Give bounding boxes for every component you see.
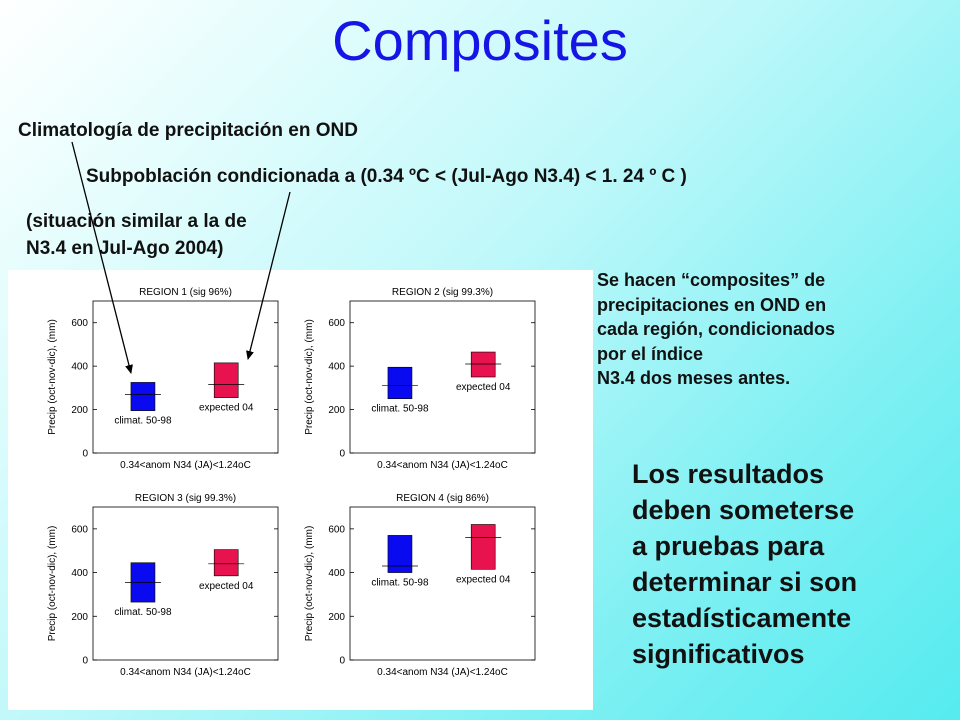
series-label: climat. 50-98 [371, 404, 429, 415]
composites-figure: REGION 1 (sig 96%) 0 200 400 600 Precip (oct-… [47, 287, 536, 678]
subpopulation-label: Subpoblación condicionada a (0.34 ºC < (… [86, 166, 687, 187]
slide-title: Composites [332, 9, 628, 72]
results-line: Los resultados [632, 459, 825, 489]
y-tick-label: 600 [328, 524, 345, 535]
y-tick-label: 0 [339, 449, 345, 460]
plot-frame [349, 506, 536, 661]
box-expected [470, 524, 496, 570]
x-axis-label: 0.34<anom N34 (JA)<1.24oC [120, 667, 251, 678]
side-note-line: N3.4 dos meses antes. [597, 368, 791, 388]
series-label: expected 04 [456, 574, 511, 585]
series-label: expected 04 [199, 403, 254, 414]
y-tick-label: 600 [71, 524, 88, 535]
series-label: expected 04 [199, 581, 254, 592]
results-line: significativos [632, 639, 805, 669]
y-axis-label: Precip (oct-nov-dic), (mm) [304, 526, 315, 642]
y-tick-label: 400 [71, 362, 88, 373]
plot-frame [92, 300, 279, 454]
y-tick-label: 400 [328, 568, 345, 579]
panel-title: REGION 2 (sig 99.3%) [392, 287, 493, 298]
x-axis-label: 0.34<anom N34 (JA)<1.24oC [377, 667, 508, 678]
box-expected [213, 362, 239, 398]
situation-line: (situación similar a la de [26, 211, 247, 232]
y-axis-label: Precip (oct-nov-dic), (mm) [47, 319, 58, 435]
y-tick-label: 400 [328, 362, 345, 373]
x-axis-label: 0.34<anom N34 (JA)<1.24oC [377, 460, 508, 471]
y-tick-label: 600 [328, 318, 345, 329]
y-tick-label: 0 [82, 449, 88, 460]
series-label: expected 04 [456, 382, 511, 393]
results-line: deben someterse [632, 495, 855, 525]
panel-title: REGION 1 (sig 96%) [139, 287, 232, 298]
side-note-line: por el índice [597, 343, 704, 364]
situation-line: N3.4 en Jul-Ago 2004) [26, 238, 224, 259]
results-note: Los resultados deben someterse a pruebas… [632, 456, 857, 672]
box-climat [130, 382, 156, 411]
side-note-line: cada región, condicionados [597, 319, 836, 339]
box-climat [387, 366, 413, 400]
box-expected [213, 549, 239, 577]
y-tick-label: 200 [71, 405, 88, 416]
y-axis-label: Precip (oct-nov-dic), (mm) [47, 526, 58, 642]
y-tick-label: 600 [71, 318, 88, 329]
y-tick-label: 200 [71, 612, 88, 623]
results-line: a pruebas para [632, 531, 825, 561]
situation-note: (situación similar a la de N3.4 en Jul-A… [26, 208, 247, 262]
y-tick-label: 0 [82, 656, 88, 667]
series-label: climat. 50-98 [371, 578, 429, 589]
climatology-label: Climatología de precipitación en OND [18, 120, 358, 141]
series-label: climat. 50-98 [114, 416, 172, 427]
panel-title: REGION 4 (sig 86%) [396, 493, 489, 504]
panel-title: REGION 3 (sig 99.3%) [135, 493, 236, 504]
side-note: Se hacen “composites” de precipitaciones… [597, 268, 835, 391]
y-axis-label: Precip (oct-nov-dic), (mm) [304, 319, 315, 435]
y-tick-label: 200 [328, 405, 345, 416]
results-line: determinar si son [632, 567, 858, 597]
figure-panel: REGION 1 (sig 96%) 0 200 400 600 Precip (oct-… [8, 270, 593, 710]
side-note-line: Se hacen “composites” de [597, 270, 826, 290]
series-label: climat. 50-98 [114, 607, 172, 618]
plot-frame [349, 300, 536, 454]
box-climat [387, 535, 413, 573]
box-expected [470, 351, 496, 378]
plot-frame [92, 506, 279, 661]
y-tick-label: 0 [339, 656, 345, 667]
side-note-line: precipitaciones en OND en [597, 294, 827, 315]
y-tick-label: 400 [71, 568, 88, 579]
x-axis-label: 0.34<anom N34 (JA)<1.24oC [120, 460, 251, 471]
y-tick-label: 200 [328, 612, 345, 623]
results-line: estadísticamente [632, 603, 852, 633]
